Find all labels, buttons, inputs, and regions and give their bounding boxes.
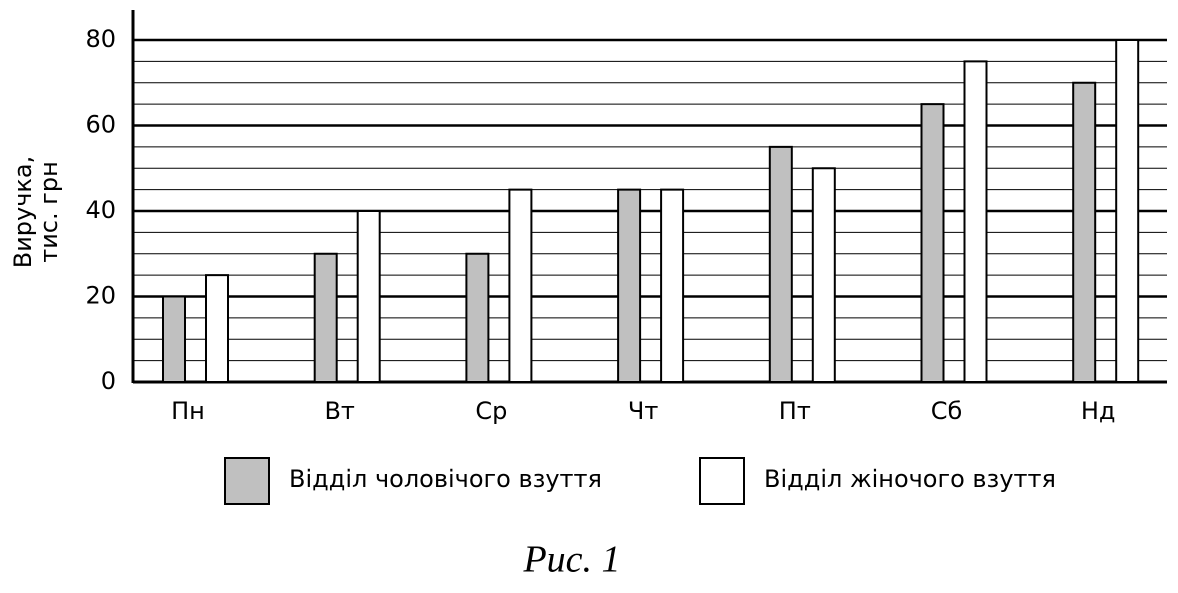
bar: [811, 167, 836, 383]
legend-swatch: [699, 457, 745, 505]
bar: [205, 274, 229, 383]
y-axis-label: тис. грн: [35, 161, 63, 263]
y-tick-label: 0: [101, 367, 116, 395]
x-tick-label: Нд: [1081, 397, 1116, 425]
caption: Рис. 1: [522, 539, 620, 581]
y-tick-label: 60: [85, 111, 116, 139]
x-tick-label: Ср: [475, 397, 507, 425]
x-tick-label: Пт: [779, 397, 811, 425]
bar: [1072, 81, 1097, 383]
legend-swatch: [224, 457, 270, 505]
legend-label: Відділ жіночого взуття: [764, 465, 1056, 493]
bar: [1115, 39, 1140, 383]
bar: [162, 295, 186, 383]
x-tick-label: Пн: [171, 397, 205, 425]
bar: [768, 145, 793, 383]
y-axis-label: Виручка,: [9, 156, 37, 269]
x-tick-label: Чт: [628, 397, 658, 425]
x-tick-label: Вт: [324, 397, 354, 425]
bar: [660, 188, 685, 383]
y-tick-label: 80: [85, 25, 116, 53]
bar: [356, 210, 381, 383]
y-tick-label: 40: [85, 196, 116, 224]
bar: [617, 188, 642, 383]
bar: [508, 188, 533, 383]
bar: [313, 252, 338, 383]
bar: [963, 60, 988, 383]
bar: [465, 252, 490, 383]
bar: [920, 103, 945, 383]
legend-label: Відділ чоловічого взуття: [289, 465, 602, 493]
x-tick-label: Сб: [931, 397, 963, 425]
y-tick-label: 20: [85, 282, 116, 310]
